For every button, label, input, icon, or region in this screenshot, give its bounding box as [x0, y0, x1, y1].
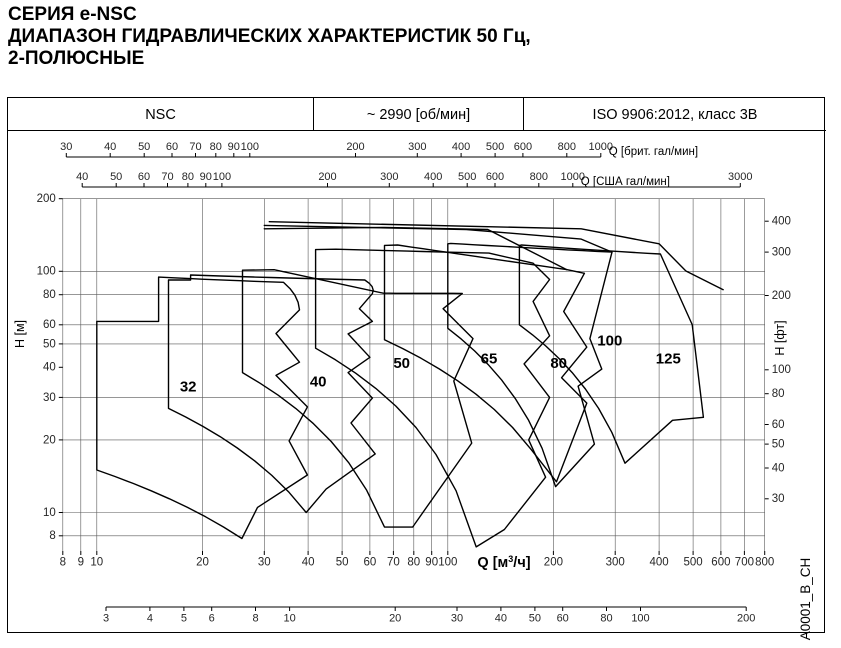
- svg-text:3: 3: [103, 613, 109, 625]
- svg-text:6: 6: [209, 613, 215, 625]
- svg-text:40: 40: [76, 171, 88, 183]
- svg-text:40: 40: [772, 462, 785, 474]
- svg-text:500: 500: [486, 141, 504, 153]
- svg-text:Q [США гал/мин]: Q [США гал/мин]: [581, 176, 670, 188]
- svg-text:10: 10: [43, 507, 56, 519]
- svg-text:20: 20: [196, 557, 209, 569]
- svg-text:70: 70: [189, 141, 201, 153]
- svg-text:300: 300: [380, 171, 398, 183]
- svg-text:50: 50: [43, 338, 56, 350]
- svg-text:10: 10: [283, 613, 295, 625]
- svg-text:4: 4: [147, 613, 153, 625]
- svg-text:50: 50: [772, 439, 785, 451]
- svg-text:A0001_B_CH: A0001_B_CH: [798, 558, 813, 641]
- svg-text:60: 60: [772, 419, 785, 431]
- svg-text:Q [брит. гал/мин]: Q [брит. гал/мин]: [609, 146, 698, 158]
- svg-text:9: 9: [78, 557, 84, 569]
- svg-text:5: 5: [181, 613, 187, 625]
- svg-text:30: 30: [60, 141, 72, 153]
- svg-text:70: 70: [161, 171, 173, 183]
- svg-text:Q [м3/ч]: Q [м3/ч]: [477, 554, 530, 571]
- svg-text:H [м]: H [м]: [13, 320, 27, 348]
- svg-text:30: 30: [43, 392, 56, 404]
- svg-text:60: 60: [138, 171, 150, 183]
- svg-text:10: 10: [90, 557, 103, 569]
- svg-text:3000: 3000: [728, 171, 752, 183]
- svg-text:800: 800: [558, 141, 576, 153]
- svg-text:200: 200: [737, 613, 755, 625]
- svg-text:8: 8: [49, 530, 55, 542]
- svg-text:600: 600: [486, 171, 504, 183]
- svg-text:80: 80: [600, 613, 612, 625]
- svg-text:20: 20: [43, 434, 56, 446]
- svg-text:100: 100: [772, 364, 791, 376]
- svg-text:40: 40: [302, 557, 315, 569]
- svg-text:800: 800: [755, 557, 774, 569]
- svg-text:8: 8: [60, 557, 66, 569]
- svg-text:200: 200: [544, 557, 563, 569]
- svg-text:500: 500: [458, 171, 476, 183]
- svg-text:40: 40: [310, 374, 327, 391]
- svg-text:50: 50: [529, 613, 541, 625]
- svg-text:8: 8: [252, 613, 258, 625]
- svg-text:60: 60: [557, 613, 569, 625]
- svg-text:100: 100: [597, 333, 622, 350]
- svg-text:80: 80: [407, 557, 420, 569]
- svg-text:100: 100: [438, 557, 457, 569]
- svg-text:80: 80: [182, 171, 194, 183]
- svg-text:125: 125: [656, 350, 681, 367]
- svg-text:300: 300: [606, 557, 625, 569]
- svg-text:30: 30: [772, 493, 785, 505]
- svg-text:200: 200: [346, 141, 364, 153]
- svg-text:80: 80: [772, 388, 785, 400]
- svg-text:400: 400: [424, 171, 442, 183]
- svg-text:60: 60: [43, 319, 56, 331]
- svg-text:400: 400: [452, 141, 470, 153]
- svg-text:65: 65: [481, 350, 498, 367]
- svg-text:90: 90: [228, 141, 240, 153]
- svg-text:100: 100: [37, 266, 56, 278]
- svg-text:400: 400: [772, 216, 791, 228]
- svg-text:700: 700: [735, 557, 754, 569]
- svg-text:60: 60: [364, 557, 377, 569]
- svg-text:300: 300: [408, 141, 426, 153]
- svg-text:90: 90: [425, 557, 438, 569]
- svg-text:40: 40: [104, 141, 116, 153]
- svg-text:600: 600: [514, 141, 532, 153]
- svg-text:100: 100: [631, 613, 649, 625]
- svg-text:20: 20: [389, 613, 401, 625]
- svg-text:80: 80: [210, 141, 222, 153]
- svg-text:50: 50: [138, 141, 150, 153]
- svg-text:200: 200: [37, 193, 56, 205]
- svg-text:50: 50: [110, 171, 122, 183]
- svg-text:90: 90: [200, 171, 212, 183]
- svg-text:400: 400: [650, 557, 669, 569]
- svg-text:800: 800: [530, 171, 548, 183]
- svg-text:30: 30: [258, 557, 271, 569]
- svg-text:32: 32: [180, 378, 197, 395]
- svg-text:100: 100: [241, 141, 259, 153]
- svg-text:40: 40: [495, 613, 507, 625]
- svg-text:100: 100: [213, 171, 231, 183]
- svg-text:80: 80: [550, 355, 567, 372]
- svg-text:50: 50: [336, 557, 349, 569]
- svg-text:200: 200: [318, 171, 336, 183]
- svg-text:H [фт]: H [фт]: [773, 320, 787, 355]
- svg-text:60: 60: [166, 141, 178, 153]
- svg-text:500: 500: [684, 557, 703, 569]
- svg-text:300: 300: [772, 247, 791, 259]
- svg-text:200: 200: [772, 290, 791, 302]
- svg-text:70: 70: [387, 557, 400, 569]
- svg-text:80: 80: [43, 289, 56, 301]
- svg-text:30: 30: [451, 613, 463, 625]
- svg-text:600: 600: [711, 557, 730, 569]
- svg-text:50: 50: [393, 355, 410, 372]
- svg-text:40: 40: [43, 362, 56, 374]
